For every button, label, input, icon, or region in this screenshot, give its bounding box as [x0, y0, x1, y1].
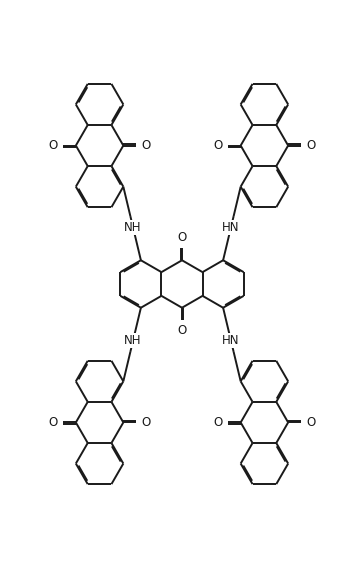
Text: O: O [177, 231, 187, 244]
Text: O: O [306, 139, 316, 152]
Text: O: O [142, 139, 151, 152]
Text: HN: HN [222, 335, 240, 348]
Text: O: O [213, 139, 222, 152]
Text: O: O [213, 416, 222, 429]
Text: O: O [177, 324, 187, 337]
Text: O: O [48, 139, 58, 152]
Text: O: O [306, 416, 316, 429]
Text: NH: NH [124, 220, 142, 233]
Text: NH: NH [124, 335, 142, 348]
Text: O: O [142, 416, 151, 429]
Text: HN: HN [222, 220, 240, 233]
Text: O: O [48, 416, 58, 429]
